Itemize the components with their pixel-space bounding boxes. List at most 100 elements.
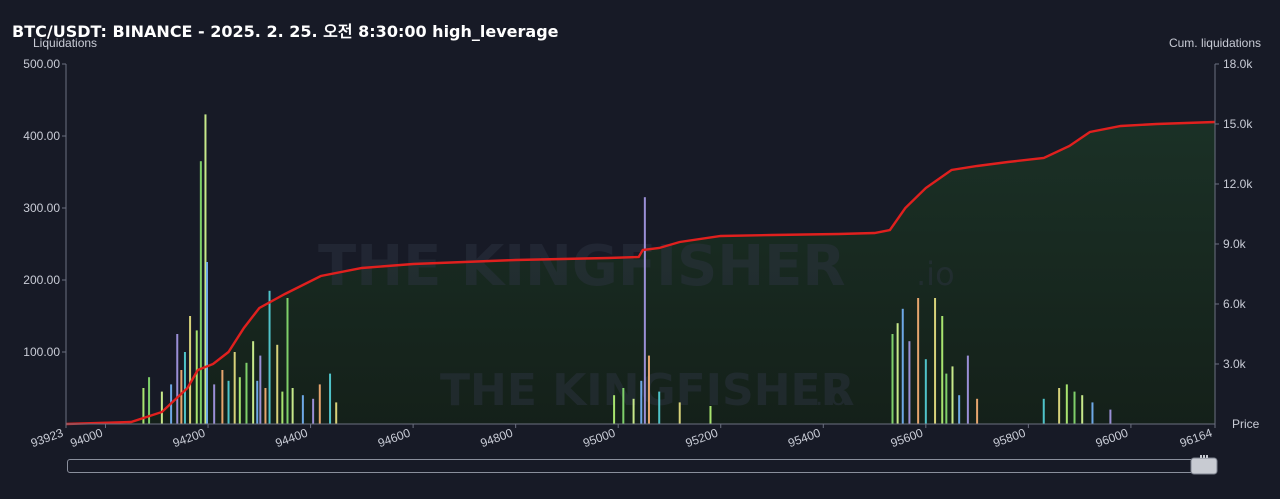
liquidation-bar <box>1065 384 1068 424</box>
liquidation-bar <box>1109 409 1112 424</box>
watermark-top: THE KINGFISHER <box>318 234 846 299</box>
right-tick-label: 18.0k <box>1223 57 1253 71</box>
liquidation-bar <box>613 395 616 424</box>
x-tick-label: 96164 <box>1178 426 1214 451</box>
x-tick-label: 94400 <box>273 426 309 451</box>
liquidation-bar <box>647 355 650 424</box>
left-tick-label: 400.00 <box>23 129 60 143</box>
liquidation-bar <box>204 114 207 425</box>
chart-title: BTC/USDT: BINANCE - 2025. 2. 25. 오전 8:30… <box>12 22 559 41</box>
liquidation-bar <box>709 406 712 424</box>
liquidation-bar <box>335 402 338 424</box>
liquidation-bar <box>945 373 948 424</box>
liquidation-bar <box>268 290 271 424</box>
liquidation-bar <box>291 388 294 424</box>
x-tick-label: 95000 <box>581 426 617 451</box>
liquidation-bar <box>264 388 267 424</box>
liquidation-bar <box>896 323 899 424</box>
liquidation-bar <box>160 391 163 424</box>
liquidation-bar <box>640 380 643 424</box>
liquidation-bar <box>643 197 646 424</box>
liquidation-bar <box>195 330 198 424</box>
liquidation-bar <box>958 395 961 424</box>
watermark-layer: THE KINGFISHER .io THE KINGFISHER .io <box>318 234 955 416</box>
liquidation-bars <box>142 114 1112 425</box>
liquidation-bar <box>238 377 241 424</box>
liquidation-bar <box>312 398 315 424</box>
liquidation-bar <box>901 308 904 424</box>
liquidation-bar <box>924 359 927 424</box>
watermark-top-suffix: .io <box>916 255 955 293</box>
liquidation-bar <box>256 380 259 424</box>
liquidation-bar <box>917 298 920 424</box>
liquidation-bar <box>1081 395 1084 424</box>
liquidation-bar <box>276 344 279 424</box>
liquidation-bar <box>301 395 304 424</box>
x-tick-label: 96000 <box>1094 426 1130 451</box>
liquidation-bar <box>329 373 332 424</box>
left-tick-label: 100.00 <box>23 345 60 359</box>
x-tick-label: 95800 <box>991 426 1027 451</box>
cumulative-line-group <box>65 120 1216 426</box>
liquidation-bar <box>189 316 192 424</box>
liquidation-bar <box>318 384 321 424</box>
liquidation-bar <box>976 398 979 424</box>
x-tick-label: 94200 <box>171 426 207 451</box>
liquidation-bar <box>259 355 262 424</box>
liquidation-bar <box>678 402 681 424</box>
liquidation-bar <box>176 334 179 424</box>
price-axis-label: Price <box>1232 417 1260 431</box>
liquidation-bar <box>148 377 151 424</box>
left-tick-label: 300.00 <box>23 201 60 215</box>
liquidation-bar <box>951 366 954 424</box>
cumulative-area <box>66 122 1215 424</box>
liquidation-bar <box>183 352 186 424</box>
liquidation-bar <box>252 341 255 424</box>
liquidation-bar <box>205 262 208 424</box>
liquidation-bar <box>658 391 661 424</box>
liquidation-bar <box>632 398 635 424</box>
right-tick-label: 9.0k <box>1223 237 1247 251</box>
x-tick-label: 94600 <box>376 426 412 451</box>
liquidation-bar <box>891 334 894 424</box>
liquidation-bar <box>227 380 230 424</box>
liquidation-bar <box>1042 398 1045 424</box>
left-tick-label: 500.00 <box>23 57 60 71</box>
liquidation-bar <box>180 370 183 424</box>
liquidation-bar <box>941 316 944 424</box>
left-axis-label: Liquidations <box>33 36 98 50</box>
right-tick-label: 12.0k <box>1223 177 1253 191</box>
liquidation-bar <box>934 298 937 424</box>
liquidation-bar <box>1058 388 1061 424</box>
liquidation-bar <box>199 161 202 424</box>
liquidation-bar <box>1091 402 1094 424</box>
right-tick-label: 6.0k <box>1223 297 1247 311</box>
liquidation-bar <box>245 362 248 424</box>
drag-handle-icon[interactable] <box>1190 455 1218 477</box>
right-tick-label: 3.0k <box>1223 357 1247 371</box>
liquidation-bar <box>142 388 145 424</box>
liquidation-bar <box>233 352 236 424</box>
left-tick-label: 200.00 <box>23 273 60 287</box>
liquidation-bar <box>281 391 284 424</box>
right-tick-label: 15.0k <box>1223 117 1253 131</box>
x-tick-label: 95600 <box>889 426 925 451</box>
cumulative-area-fill <box>66 122 1215 424</box>
liquidation-bar <box>622 388 625 424</box>
x-tick-label: 95400 <box>786 426 822 451</box>
liquidation-bar <box>966 355 969 424</box>
watermark-bottom-suffix: .io <box>815 382 846 412</box>
liquidation-bar <box>1073 391 1076 424</box>
x-tick-label: 95200 <box>684 426 720 451</box>
x-tick-label: 93923 <box>29 426 65 451</box>
liquidation-bar <box>221 370 224 424</box>
liquidation-bar <box>213 384 216 424</box>
cumulative-line <box>65 120 1216 426</box>
liquidation-bar <box>286 298 289 424</box>
x-tick-label: 94000 <box>68 426 104 451</box>
range-scrollbar[interactable] <box>67 459 1217 473</box>
x-tick-label: 94800 <box>479 426 515 451</box>
liquidation-bar <box>908 341 911 424</box>
right-axis-label: Cum. liquidations <box>1168 36 1261 50</box>
